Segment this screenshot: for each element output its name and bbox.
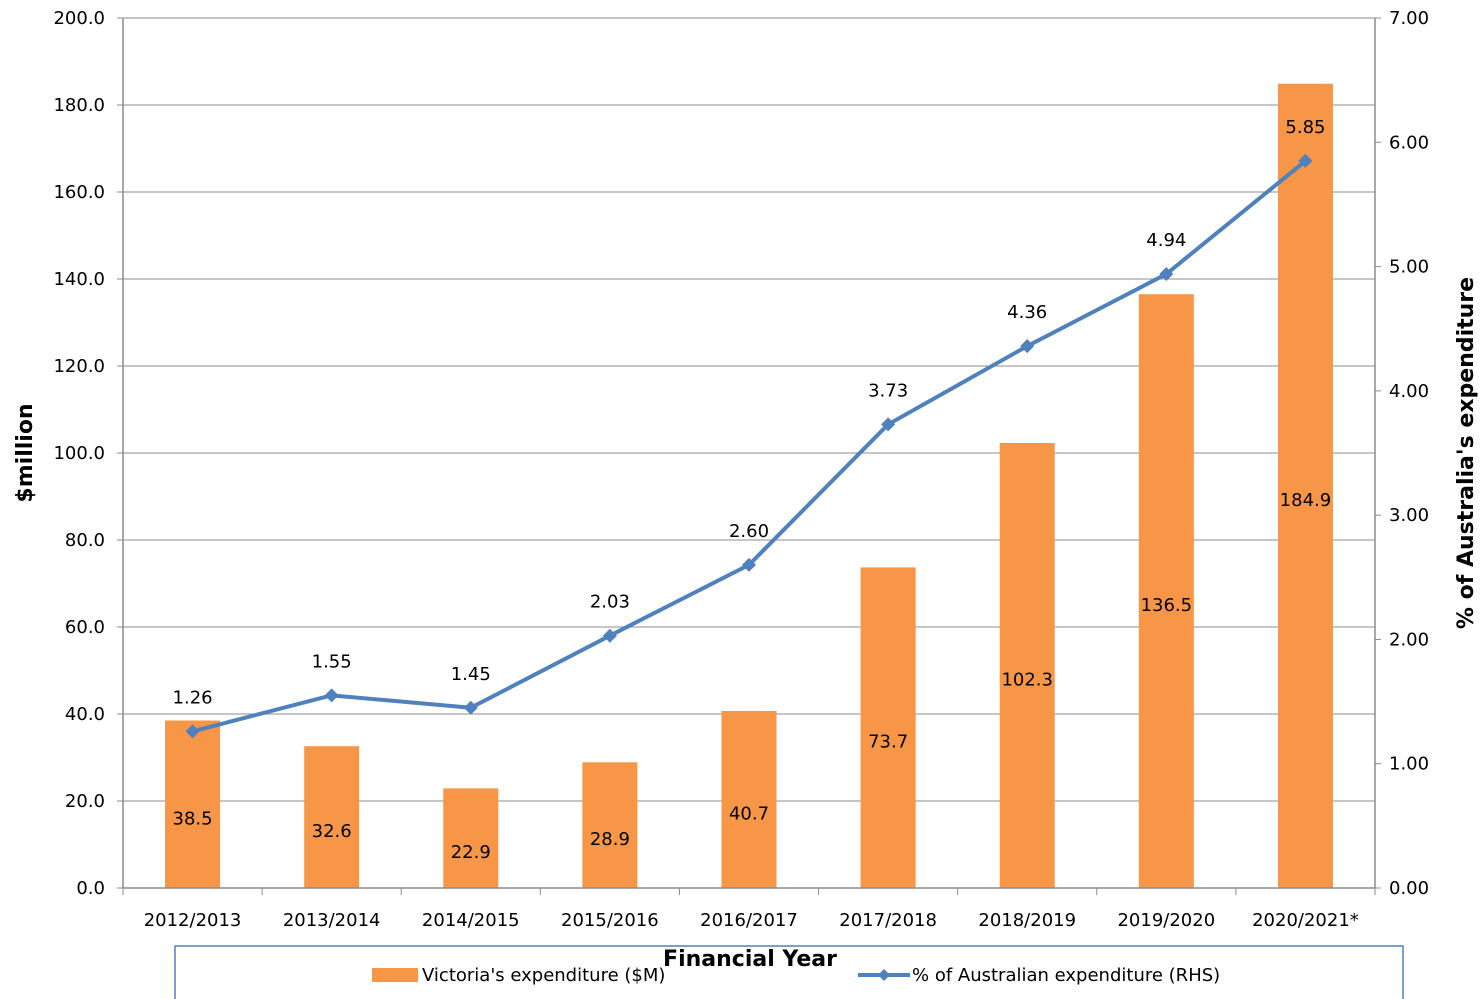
x-tick-label: 2014/2015 xyxy=(422,910,520,931)
line-data-label: 3.73 xyxy=(868,380,908,401)
bar xyxy=(582,762,638,888)
line-data-label: 1.55 xyxy=(312,651,352,672)
y-tick-label: 160.0 xyxy=(53,182,105,203)
bar xyxy=(304,746,360,888)
y2-tick-label: 3.00 xyxy=(1389,505,1429,526)
line-marker xyxy=(1298,153,1313,168)
y2-axis-title: % of Australia's expenditure xyxy=(1454,277,1479,629)
bar-data-label: 73.7 xyxy=(868,732,908,753)
bar-data-label: 22.9 xyxy=(451,842,491,863)
legend-bar-label: Victoria's expenditure ($M) xyxy=(422,965,665,986)
bar xyxy=(860,567,916,888)
y-tick-label: 20.0 xyxy=(65,791,105,812)
legend-line-marker xyxy=(878,969,890,981)
y-axis-title: $million xyxy=(13,403,38,502)
y-tick-label: 0.0 xyxy=(76,878,105,899)
x-tick-label: 2015/2016 xyxy=(561,910,659,931)
bar-series xyxy=(165,83,1333,889)
y-axis-ticks: 0.0 20.0 40.0 60.0 80.0 100.0 120.0 140.0 160.0 1… xyxy=(53,8,123,899)
y-tick-label: 40.0 xyxy=(65,704,105,725)
x-axis-ticks: 2012/2013 2013/2014 2014/2015 2015/2016 2016… xyxy=(122,888,1376,931)
y2-tick-label: 0.00 xyxy=(1389,878,1429,899)
line-series xyxy=(185,153,1313,739)
bar xyxy=(1138,294,1194,889)
line-data-label: 4.94 xyxy=(1146,230,1186,251)
line-data-label: 5.85 xyxy=(1285,117,1325,138)
x-tick-label: 2016/2017 xyxy=(700,910,798,931)
x-tick-label: 2018/2019 xyxy=(978,910,1076,931)
line-data-labels: 1.26 1.55 1.45 2.03 2.60 3.73 4.36 4.94 5.85 xyxy=(173,117,1326,708)
bar-data-label: 32.6 xyxy=(312,821,352,842)
y2-tick-label: 4.00 xyxy=(1389,381,1429,402)
bar-data-label: 40.7 xyxy=(729,803,769,824)
bar xyxy=(999,442,1055,888)
y2-tick-label: 2.00 xyxy=(1389,629,1429,650)
y-tick-label: 80.0 xyxy=(65,530,105,551)
bar-data-labels: 38.5 32.6 22.9 28.9 40.7 73.7 102.3 136.5 184.9 xyxy=(173,490,1332,863)
y-tick-label: 120.0 xyxy=(53,356,105,377)
x-tick-label: 2012/2013 xyxy=(144,910,242,931)
y-tick-label: 60.0 xyxy=(65,617,105,638)
line-marker xyxy=(324,688,339,703)
y-tick-label: 200.0 xyxy=(53,8,105,29)
bar xyxy=(1277,83,1333,888)
line-marker xyxy=(1020,339,1035,354)
bar-data-label: 28.9 xyxy=(590,829,630,850)
line-data-label: 2.03 xyxy=(590,592,630,613)
x-tick-label: 2013/2014 xyxy=(283,910,381,931)
bar-data-label: 184.9 xyxy=(1280,490,1332,511)
line-marker xyxy=(742,557,756,572)
y-tick-label: 140.0 xyxy=(53,269,105,290)
y-tick-label: 180.0 xyxy=(53,95,105,116)
legend-bar-swatch xyxy=(372,968,418,982)
x-tick-label: 2019/2020 xyxy=(1117,910,1215,931)
bar xyxy=(443,788,499,888)
y2-tick-label: 5.00 xyxy=(1389,257,1429,278)
x-tick-label: 2020/2021* xyxy=(1252,910,1359,931)
line-marker xyxy=(881,417,896,432)
y2-axis-ticks: 0.00 1.00 2.00 3.00 4.00 5.00 6.00 7.00 xyxy=(1375,8,1429,899)
y2-tick-label: 6.00 xyxy=(1389,132,1429,153)
bar-data-label: 38.5 xyxy=(173,808,213,829)
line-data-label: 2.60 xyxy=(729,521,769,542)
bar-data-label: 102.3 xyxy=(1001,669,1053,690)
line-data-label: 1.26 xyxy=(173,687,213,708)
y2-tick-label: 7.00 xyxy=(1389,8,1429,29)
bar xyxy=(165,720,221,888)
y2-tick-label: 1.00 xyxy=(1389,754,1429,775)
x-axis-title: Financial Year xyxy=(663,947,837,972)
bar xyxy=(721,710,777,888)
y-tick-label: 100.0 xyxy=(53,443,105,464)
x-tick-label: 2017/2018 xyxy=(839,910,937,931)
bar-data-label: 136.5 xyxy=(1141,595,1193,616)
line-data-label: 4.36 xyxy=(1007,302,1047,323)
line-data-label: 1.45 xyxy=(451,664,491,685)
line-marker xyxy=(185,724,200,739)
line-marker xyxy=(1159,267,1174,282)
legend-line-label: % of Australian expenditure (RHS) xyxy=(912,965,1220,986)
line-marker xyxy=(602,628,617,643)
line-marker xyxy=(463,700,478,715)
